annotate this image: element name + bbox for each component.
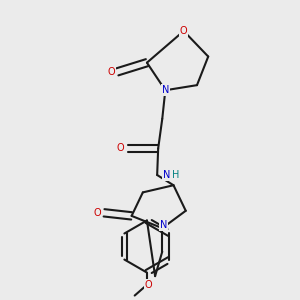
Text: N: N (160, 220, 167, 230)
Text: O: O (107, 67, 115, 77)
Text: O: O (117, 143, 124, 154)
Text: N: N (163, 170, 170, 180)
Text: H: H (172, 170, 180, 180)
Text: O: O (94, 208, 101, 218)
Text: O: O (145, 280, 152, 290)
Text: O: O (180, 26, 188, 36)
Text: N: N (162, 85, 169, 95)
